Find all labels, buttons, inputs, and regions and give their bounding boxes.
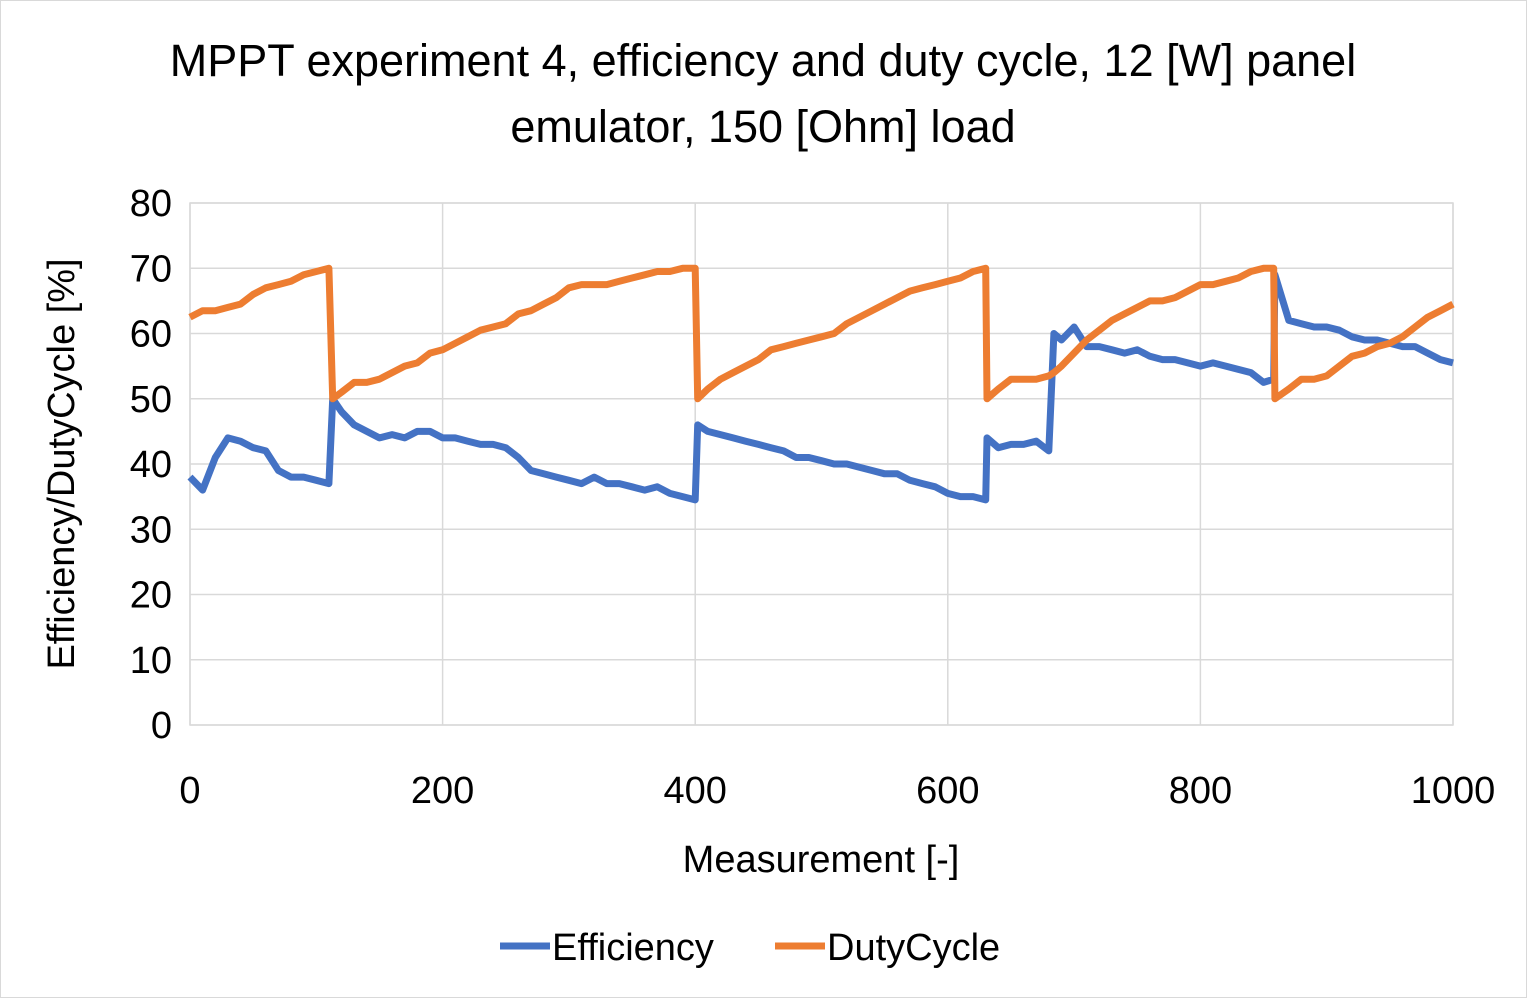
x-axis-title: Measurement [-]: [683, 839, 960, 881]
x-tick-label: 0: [179, 770, 200, 812]
y-tick-label: 80: [130, 183, 172, 225]
x-tick-label: 200: [411, 770, 474, 812]
y-tick-label: 20: [130, 575, 172, 617]
data-line: [188, 264, 1455, 403]
y-tick-label: 50: [130, 379, 172, 421]
data-line: [187, 271, 1454, 504]
y-axis-title: Efficiency/DutyCycle [%]: [41, 258, 83, 669]
y-tick-label: 30: [130, 509, 172, 551]
legend-label: Efficiency: [552, 927, 714, 969]
x-tick-label: 600: [916, 770, 979, 812]
y-tick-label: 40: [130, 444, 172, 486]
x-tick-label: 1000: [1411, 770, 1496, 812]
x-tick-label: 400: [663, 770, 726, 812]
y-tick-label: 10: [130, 640, 172, 682]
chart-title: MPPT experiment 4, efficiency and duty c…: [169, 35, 1357, 152]
y-tick-label: 60: [130, 314, 172, 356]
plot-border: [189, 202, 1454, 726]
y-tick-label: 70: [130, 248, 172, 290]
y-tick-label: 0: [151, 705, 172, 747]
legend-label: DutyCycle: [827, 927, 1000, 969]
x-tick-label: 800: [1169, 770, 1232, 812]
